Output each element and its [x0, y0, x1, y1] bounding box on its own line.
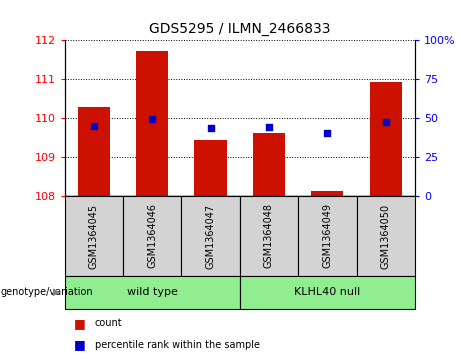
Bar — [240, 196, 298, 276]
Text: GSM1364049: GSM1364049 — [322, 203, 332, 269]
Bar — [298, 196, 356, 276]
Text: count: count — [95, 318, 122, 328]
Bar — [181, 196, 240, 276]
Bar — [77, 107, 110, 196]
Point — [382, 119, 390, 125]
Title: GDS5295 / ILMN_2466833: GDS5295 / ILMN_2466833 — [149, 22, 331, 36]
Text: GSM1364050: GSM1364050 — [381, 203, 391, 269]
Point — [324, 130, 331, 136]
Text: GSM1364046: GSM1364046 — [147, 203, 157, 269]
Text: GSM1364045: GSM1364045 — [89, 203, 99, 269]
Bar — [123, 196, 181, 276]
Bar — [65, 276, 240, 309]
Text: ▶: ▶ — [53, 287, 60, 297]
Text: percentile rank within the sample: percentile rank within the sample — [95, 340, 260, 350]
Text: genotype/variation: genotype/variation — [0, 287, 93, 297]
Point — [207, 125, 214, 131]
Text: GSM1364047: GSM1364047 — [206, 203, 216, 269]
Bar — [253, 133, 285, 196]
Text: GSM1364048: GSM1364048 — [264, 203, 274, 269]
Bar — [240, 276, 415, 309]
Point — [148, 116, 156, 122]
Bar — [195, 140, 226, 196]
Bar — [311, 191, 343, 196]
Text: ■: ■ — [74, 338, 85, 351]
Bar — [356, 196, 415, 276]
Text: wild type: wild type — [127, 287, 177, 297]
Point — [90, 123, 97, 129]
Bar — [136, 51, 168, 196]
Bar — [370, 82, 402, 196]
Point — [265, 124, 272, 130]
Text: ■: ■ — [74, 317, 85, 330]
Text: KLHL40 null: KLHL40 null — [294, 287, 361, 297]
Bar — [65, 196, 123, 276]
